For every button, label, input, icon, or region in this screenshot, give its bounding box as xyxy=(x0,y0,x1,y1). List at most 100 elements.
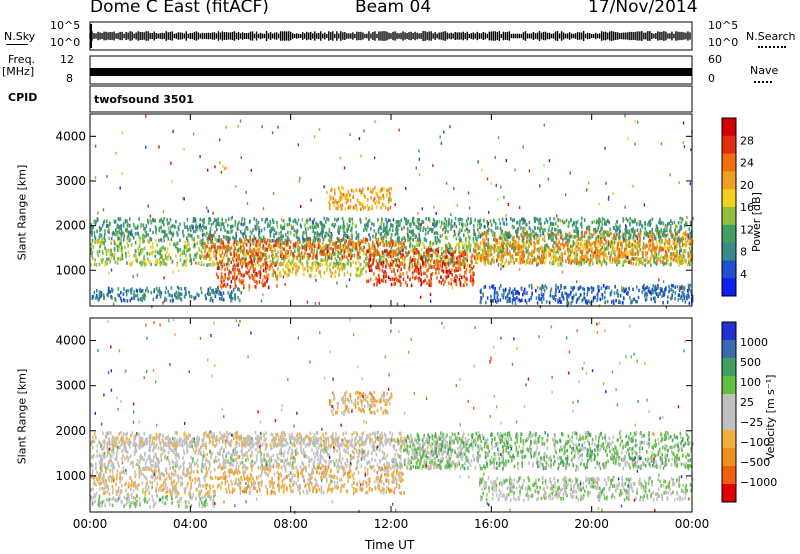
power-cell xyxy=(627,250,629,255)
power-cell xyxy=(676,253,678,258)
power-cell xyxy=(324,258,327,262)
power-cell xyxy=(257,252,259,257)
power-cell xyxy=(338,270,341,274)
power-cell xyxy=(117,216,120,221)
power-cell xyxy=(435,259,438,263)
power-cell xyxy=(651,252,653,256)
power-cell xyxy=(356,242,358,246)
power-cell xyxy=(471,266,473,271)
power-cell xyxy=(113,253,115,258)
power-cell xyxy=(529,252,532,257)
power-cell xyxy=(479,218,481,223)
power-cell xyxy=(666,254,668,258)
power-cell xyxy=(419,239,422,244)
power-cell xyxy=(399,263,401,267)
power-cell xyxy=(335,241,337,245)
power-cell xyxy=(213,243,216,247)
power-cell xyxy=(182,249,185,254)
power-cell xyxy=(453,221,456,226)
power-cell xyxy=(375,232,377,236)
power-cell xyxy=(609,260,611,264)
power-cell xyxy=(613,236,615,240)
power-cell xyxy=(244,258,246,262)
power-cell xyxy=(159,251,161,255)
power-cell xyxy=(626,249,628,254)
power-cell xyxy=(309,239,312,244)
power-cell xyxy=(98,249,101,254)
power-cell xyxy=(484,251,486,255)
power-cell xyxy=(163,262,165,266)
power-cell xyxy=(324,253,327,257)
power-cell xyxy=(322,227,324,231)
power-cell xyxy=(292,256,295,261)
power-cell xyxy=(551,238,554,242)
power-cell xyxy=(186,225,188,229)
power-cell xyxy=(148,252,151,256)
power-cell xyxy=(590,247,592,251)
power-cell xyxy=(207,287,210,292)
power-cell xyxy=(469,249,471,254)
power-cell xyxy=(383,255,385,259)
power-cell xyxy=(458,250,461,254)
power-cell xyxy=(334,270,337,274)
power-cell xyxy=(206,291,209,296)
power-cell xyxy=(355,236,357,240)
power-cell xyxy=(565,235,568,240)
power-cell xyxy=(446,255,448,259)
power-cell xyxy=(464,223,467,227)
power-cell xyxy=(259,257,262,262)
power-cell xyxy=(511,218,514,223)
power-cell xyxy=(472,237,475,241)
power-cell xyxy=(357,259,360,264)
power-cell xyxy=(429,259,432,263)
power-cell xyxy=(472,283,474,287)
power-cell xyxy=(310,242,312,247)
power-cell xyxy=(219,284,222,288)
power-cell xyxy=(365,216,367,221)
power-cell xyxy=(660,255,663,259)
power-cell xyxy=(394,272,396,277)
power-cell xyxy=(91,250,94,254)
power-cell xyxy=(342,244,344,248)
power-cell xyxy=(254,224,256,229)
power-cell xyxy=(428,228,431,232)
power-cell xyxy=(523,251,525,255)
power-cell xyxy=(429,253,432,258)
power-cell xyxy=(159,257,161,262)
power-cell xyxy=(583,246,585,250)
power-cell xyxy=(601,222,604,226)
power-cell xyxy=(203,241,205,246)
power-cell xyxy=(321,258,324,262)
power-cell xyxy=(150,245,152,250)
power-cell xyxy=(461,262,463,267)
power-cell xyxy=(443,221,445,226)
power-cell xyxy=(161,261,164,266)
power-cell xyxy=(675,258,677,263)
power-cell xyxy=(439,259,442,264)
power-cell xyxy=(202,224,204,228)
power-cell xyxy=(491,230,494,235)
power-cell xyxy=(120,257,123,261)
power-cell xyxy=(559,247,562,251)
power-cell xyxy=(236,253,239,257)
power-cell xyxy=(302,256,305,260)
power-cell xyxy=(403,258,406,262)
power-cell xyxy=(684,249,687,253)
power-cell xyxy=(278,244,280,249)
power-cell xyxy=(238,268,240,273)
power-cell xyxy=(281,237,283,241)
power-cell xyxy=(679,245,681,250)
power-cell xyxy=(499,249,501,254)
power-cell xyxy=(308,246,311,250)
power-cell xyxy=(297,246,299,250)
power-cell xyxy=(101,237,103,242)
power-cell xyxy=(596,219,598,223)
power-cell xyxy=(631,247,634,251)
power-cell xyxy=(190,234,193,238)
power-cell xyxy=(628,232,630,236)
power-cell xyxy=(532,250,534,255)
power-cell xyxy=(313,244,316,249)
power-cell xyxy=(543,235,546,239)
power-cell xyxy=(614,252,616,257)
power-cell xyxy=(606,232,608,237)
